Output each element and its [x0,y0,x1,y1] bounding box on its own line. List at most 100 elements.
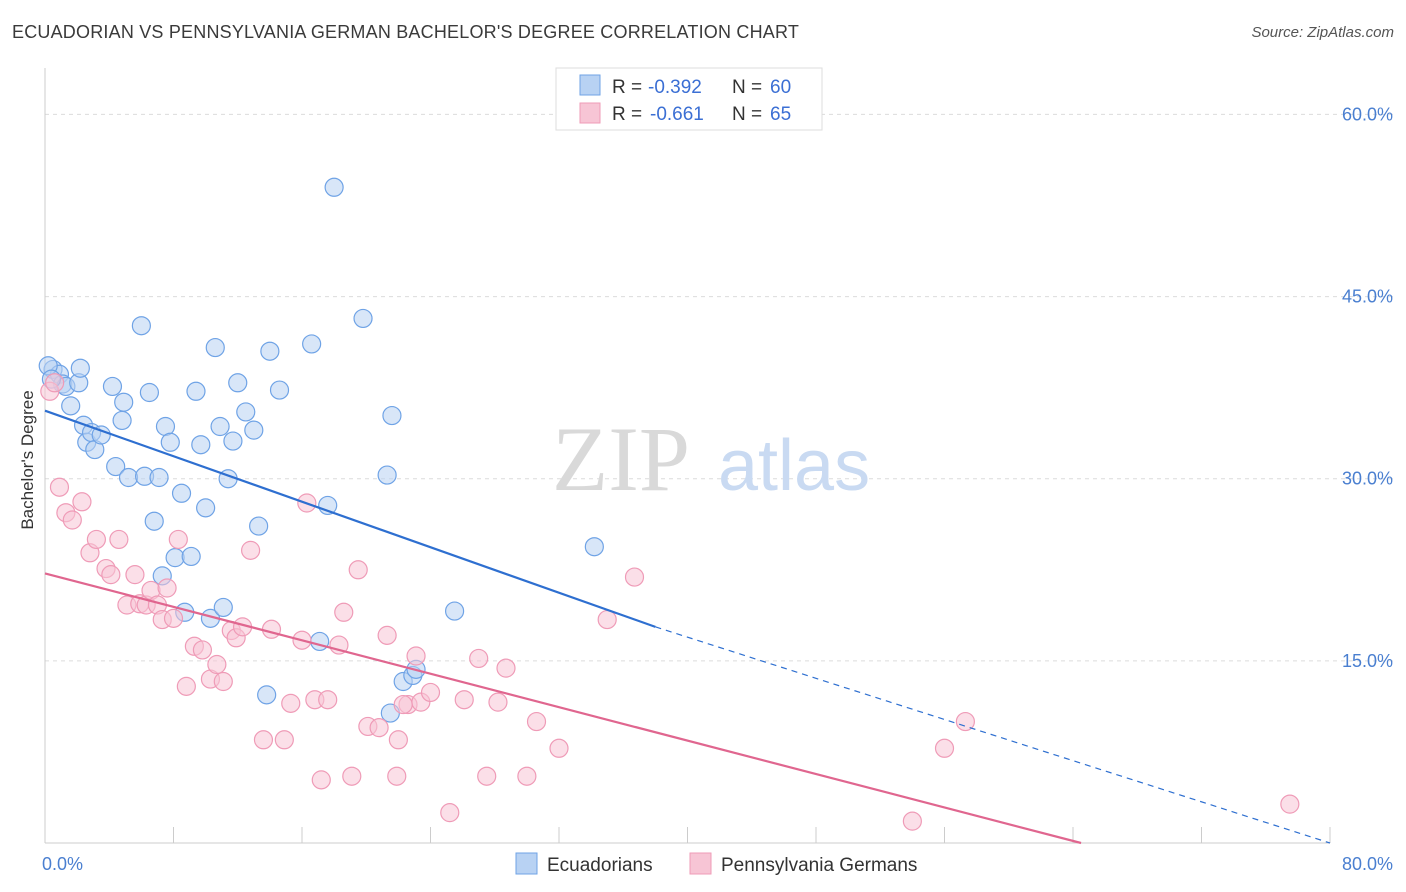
ecuadorian-point-57 [584,537,604,557]
legend-r-value-2: -0.661 [650,104,704,125]
pennsylvania-german-point-9 [101,565,121,585]
data-points [38,177,1300,831]
pennsylvania-german-point-61 [597,609,617,630]
pennsylvania-german-point-51 [420,682,441,703]
pennsylvania-german-point-57 [496,658,516,678]
ecuadorian-point-39 [236,402,256,422]
pennsylvania-german-point-55 [477,766,497,786]
bottom-legend-label-pennsylvania-germans: Pennsylvania Germans [721,855,917,876]
pennsylvania-german-point-59 [526,711,547,732]
ecuadorian-point-11 [91,425,111,445]
watermark: ZIP atlas [552,408,870,510]
pennsylvania-german-point-56 [488,692,508,712]
ecuadorian-point-56 [444,601,465,621]
ecuadorian-point-25 [165,548,185,568]
ecuadorian-point-6 [70,358,90,378]
bottom-legend-label-ecuadorians: Ecuadorians [547,855,653,876]
ecuadorian-point-15 [114,392,134,412]
pennsylvania-german-point-33 [274,730,294,750]
ecuadorian-point-46 [310,631,330,652]
pennsylvania-german-point-10 [109,529,129,550]
y-tick-label-0: 15.0% [1342,651,1393,671]
pennsylvania-german-point-39 [318,690,338,710]
pennsylvania-german-point-7 [86,529,107,550]
ecuadorian-point-28 [181,546,201,567]
ecuadorian-point-35 [213,597,233,618]
pennsylvania-german-point-58 [517,766,537,786]
pennsylvania-german-point-64 [934,738,955,758]
legend-r-value-1: -0.392 [648,77,702,98]
ecuadorian-point-45 [302,334,322,354]
pennsylvania-german-point-41 [334,602,354,622]
ecuadorian-point-20 [144,511,164,531]
ecuadorian-point-50 [377,465,397,485]
pennsylvania-german-point-53 [454,690,474,710]
pennsylvania-german-point-52 [440,803,460,823]
pennsylvania-german-point-30 [241,540,261,560]
legend-n-value-1: 60 [770,77,791,98]
pennsylvania-german-point-49 [406,646,426,666]
bottom-legend-swatch-ecuadorians [515,852,538,875]
watermark-atlas: atlas [718,426,870,506]
pennsylvania-german-point-26 [213,671,233,692]
pennsylvania-german-point-38 [311,770,331,790]
ecuadorian-point-21 [149,467,169,488]
pennsylvania-german-point-62 [624,567,645,587]
legend-n-label-1: N = [732,77,762,98]
ecuadorian-point-12 [102,376,123,397]
legend-r-label-1: R = [612,77,642,98]
pennsylvania-german-point-43 [348,560,368,580]
x-tick-label-max: 80.0% [1342,854,1393,874]
pennsylvania-german-point-23 [192,640,213,660]
ecuadorian-point-17 [131,316,151,336]
ecuadorian-point-34 [210,416,230,437]
legend-r-label-2: R = [612,104,642,125]
ecuadorian-point-37 [223,431,243,451]
legend-swatch-pennsylvania-germans [579,102,601,124]
ecuadorian-point-49 [353,308,373,329]
chart-source: Source: ZipAtlas.com [1251,24,1394,41]
pennsylvania-german-point-34 [281,693,301,713]
ecuadorian-point-16 [118,467,139,488]
ecuadorian-point-40 [244,420,264,440]
ecuadorian-point-14 [112,410,132,431]
ecuadorian-point-42 [257,685,277,705]
x-tick-label-min: 0.0% [42,854,83,874]
y-tick-label-2: 45.0% [1342,287,1393,307]
pennsylvania-german-point-4 [62,510,82,530]
legend-n-label-2: N = [732,104,762,125]
legend-swatch-ecuadorians [579,74,601,96]
pennsylvania-german-point-31 [253,730,274,750]
pennsylvania-german-point-12 [125,565,145,585]
pennsylvania-german-point-19 [163,608,184,628]
ecuadorian-point-38 [228,373,248,393]
ecuadorian-point-23 [155,416,176,437]
pennsylvania-german-point-54 [469,648,489,669]
axes [44,68,1331,844]
y-tick-label-3: 60.0% [1342,104,1393,124]
ecuadorian-point-13 [106,456,126,477]
ecuadorian-point-30 [191,435,211,455]
pennsylvania-german-point-47 [388,730,408,750]
ecuadorian-point-48 [324,177,344,197]
y-axis-label: Bachelor's Degree [18,390,37,529]
pennsylvania-german-point-1 [45,373,65,393]
watermark-zip: ZIP [552,408,690,510]
ecuadorian-point-19 [139,382,160,403]
pennsylvania-german-point-20 [168,529,188,550]
ecuadorian-point-43 [260,341,280,361]
pennsylvania-german-point-46 [377,625,397,645]
pennsylvania-german-point-60 [549,738,569,758]
pennsylvania-german-point-5 [72,492,92,512]
pennsylvania-german-point-65 [955,711,975,732]
ecuadorian-trend-extension [655,626,1331,844]
pennsylvania-german-point-67 [387,766,407,786]
pennsylvania-german-point-66 [1280,794,1300,814]
ecuadorian-point-29 [186,381,206,401]
pennsylvania-german-point-2 [49,477,70,497]
y-tick-labels: 15.0% 30.0% 45.0% 60.0% [1342,104,1393,670]
ecuadorian-point-41 [249,516,269,536]
ecuadorian-point-44 [269,380,290,400]
chart-title: ECUADORIAN VS PENNSYLVANIA GERMAN BACHEL… [12,22,800,42]
